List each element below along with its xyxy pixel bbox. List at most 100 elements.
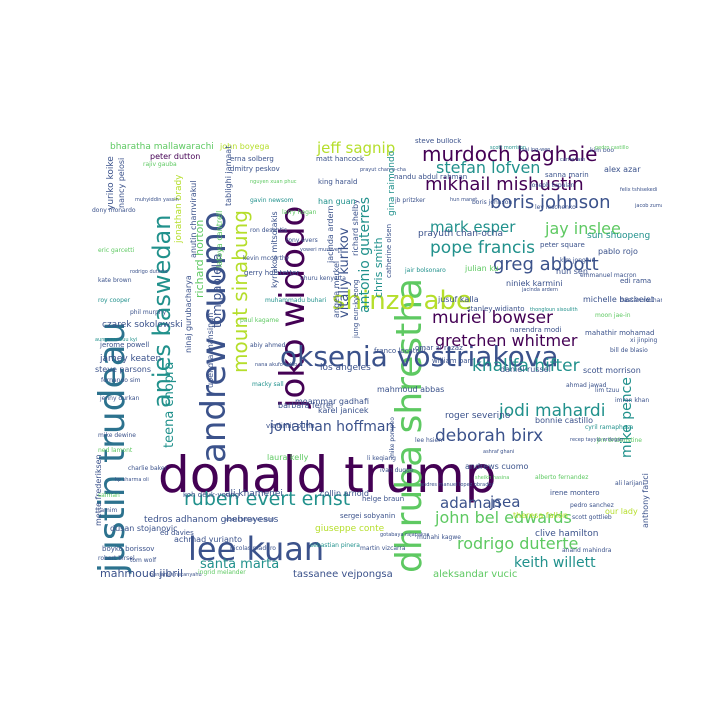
- cloud-word: shinzo abe: [332, 286, 472, 316]
- cloud-word: mark esper: [430, 218, 516, 236]
- cloud-word: lee hsien: [415, 437, 443, 444]
- cloud-word: martin vizcarra: [360, 545, 406, 552]
- cloud-word: emmanuel macron: [580, 272, 637, 279]
- cloud-word: adaman: [440, 494, 502, 512]
- cloud-word: salman: [98, 492, 120, 499]
- cloud-word: han guan: [318, 197, 356, 206]
- cloud-word: benjamin netanyahu: [150, 572, 202, 578]
- cloud-word: hassan rouhani: [620, 297, 662, 304]
- cloud-word: edi rama: [620, 277, 652, 285]
- cloud-word: uhuru kenyatta: [300, 275, 346, 282]
- cloud-word: alex azar: [604, 165, 641, 174]
- cloud-word: john boyega: [220, 142, 270, 151]
- cloud-word: chris smith: [372, 237, 385, 298]
- cloud-word: mahmoud abbas: [377, 385, 445, 394]
- cloud-word: pope francis: [430, 238, 535, 258]
- cloud-word: eric garcetti: [98, 247, 135, 254]
- cloud-word: aleksandar vucic: [433, 569, 518, 580]
- cloud-word: jonathan brady: [174, 174, 184, 243]
- cloud-word: gavin newsom: [250, 197, 294, 204]
- cloud-word: keith willett: [514, 555, 596, 571]
- cloud-word: jair bolsonaro: [405, 267, 446, 274]
- cloud-word: antonio guterres: [357, 196, 373, 313]
- cloud-word: lim tzuu: [595, 387, 620, 394]
- cloud-word: scott morrison: [583, 366, 641, 375]
- cloud-word: phil murphy: [130, 309, 167, 316]
- cloud-word: mike pompeo: [389, 417, 396, 458]
- cloud-word: xi jinping: [630, 337, 658, 344]
- cloud-word: irene montero: [550, 489, 600, 497]
- cloud-word: jim bridenstine: [597, 437, 642, 444]
- cloud-word: mahmoud jibril: [100, 567, 184, 580]
- cloud-word: gretchen whitmer: [435, 331, 578, 350]
- cloud-word: collin arnold: [320, 489, 369, 498]
- cloud-word: jamey keaten: [100, 354, 162, 364]
- cloud-word: ashraf ghani: [483, 449, 515, 455]
- cloud-word: gerry hofstetter: [244, 269, 300, 277]
- cloud-word: roger severino: [445, 411, 511, 421]
- cloud-word: dony monardo: [92, 207, 136, 214]
- cloud-word: lev leschenko: [535, 204, 576, 211]
- cloud-word: jsea: [490, 493, 521, 511]
- cloud-word: los angeles: [320, 363, 371, 373]
- cloud-word: muhahi kagwe: [417, 534, 461, 541]
- cloud-word: richard shelby: [351, 199, 360, 256]
- cloud-word: franco locatelli: [374, 347, 426, 355]
- cloud-word: jacob zuma: [635, 203, 662, 209]
- cloud-word: imran khan: [615, 397, 650, 404]
- cloud-word: jacinda ardern: [326, 205, 335, 263]
- cloud-word: sun shuopeng: [587, 231, 651, 241]
- cloud-word: hun sen: [556, 267, 588, 276]
- cloud-word: joko widodo: [273, 205, 313, 408]
- cloud-word: tedros adhanom ghebreyesus: [144, 515, 279, 525]
- cloud-word: hun manet: [450, 197, 478, 203]
- cloud-word: felix tshisekedi: [620, 187, 658, 193]
- cloud-word: ed davies: [160, 529, 194, 537]
- cloud-word: tsai ing-wen: [520, 147, 551, 153]
- cloud-word: ingrid melander: [198, 569, 246, 576]
- cloud-word: koh deuk-young: [183, 491, 240, 499]
- cloud-word: gotabaya rajapaksa: [380, 532, 430, 538]
- cloud-word: murdoch baghaie: [422, 142, 598, 166]
- cloud-word: abdel fattah el-sissi: [225, 517, 274, 523]
- cloud-word: ruben evert ernst: [184, 488, 351, 510]
- cloud-word: peter square: [540, 241, 585, 249]
- cloud-word: jenny durkan: [100, 395, 140, 402]
- cloud-word: vladimir putin: [266, 422, 315, 430]
- cloud-word: julian ku: [465, 264, 499, 273]
- cloud-word: gina raimondo: [387, 150, 397, 216]
- cloud-word: clive hamilton: [535, 529, 599, 539]
- cloud-word: ron desantis: [250, 227, 287, 234]
- cloud-word: abiy ahmed: [250, 342, 286, 349]
- cloud-word: king harald: [318, 178, 358, 186]
- cloud-word: kim boo: [590, 147, 615, 154]
- cloud-word: tablighi jamaat: [224, 145, 233, 206]
- cloud-word: yuriko koike: [106, 156, 116, 210]
- word-cloud-words: donald trump justin trudeau dhruba shresth…: [90, 138, 662, 580]
- cloud-word: michelle bachelet: [583, 295, 654, 304]
- cloud-word: mount sinabung: [228, 210, 252, 373]
- cloud-word: teena chopra: [162, 361, 177, 448]
- cloud-word: yoweri museveni: [300, 247, 343, 253]
- cloud-word: steve bullock: [415, 138, 462, 145]
- cloud-word: sanna marin: [545, 171, 589, 179]
- cloud-word: prayuth chan-ocha: [418, 229, 504, 239]
- cloud-word: boris johnson: [490, 192, 611, 213]
- cloud-word: recep tayyip erdogan: [570, 437, 624, 443]
- cloud-word: karel janicek: [318, 406, 369, 415]
- cloud-word: dusan stojanovic: [110, 524, 178, 533]
- cloud-word: deborah birx: [435, 426, 544, 446]
- cloud-word: prayut chan-o-cha: [360, 167, 406, 173]
- cloud-word: nancy pelosi: [117, 157, 126, 208]
- cloud-word: dmitry peskov: [230, 165, 280, 173]
- cloud-word: tom wolf: [130, 557, 157, 564]
- cloud-word: nana akufo-addo: [255, 362, 298, 368]
- cloud-word: our lady: [605, 507, 638, 516]
- cloud-word: matt hancock: [316, 155, 365, 163]
- cloud-word: fernando sim: [101, 377, 141, 384]
- cloud-word: pablo rojo: [598, 247, 638, 256]
- cloud-word: macky sall: [252, 381, 284, 388]
- cloud-word: bill de blasio: [610, 347, 648, 354]
- cloud-word: oksenia vostriakova: [280, 340, 559, 373]
